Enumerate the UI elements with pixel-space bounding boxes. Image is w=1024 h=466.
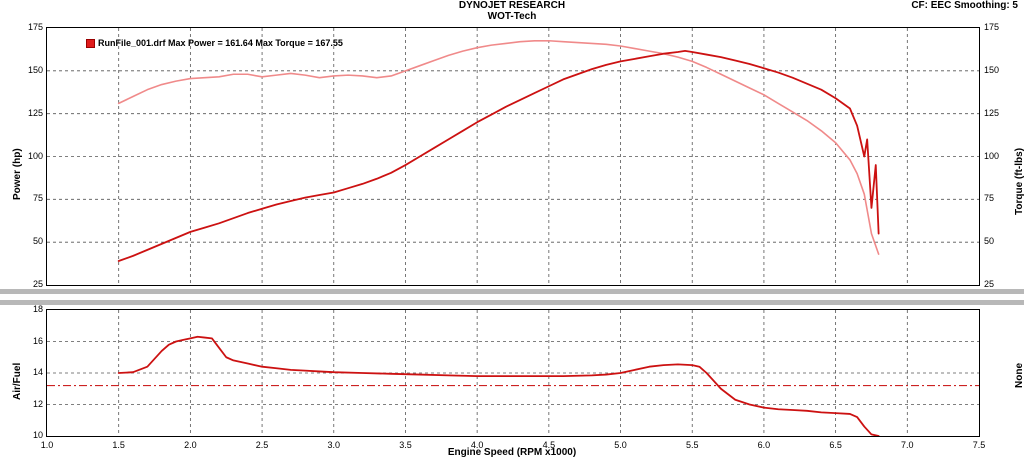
legend-color-swatch xyxy=(86,39,95,48)
ytick-power-100: 100 xyxy=(11,151,43,161)
xtick-1.5: 1.5 xyxy=(105,440,133,450)
panel-separator-bottom xyxy=(0,300,1024,305)
x-axis-title: Engine Speed (RPM x1000) xyxy=(0,447,1024,458)
ytick-torque-50: 50 xyxy=(984,236,1018,246)
dyno-chart-page: DYNOJET RESEARCH WOT-Tech CF: EEC Smooth… xyxy=(0,0,1024,466)
ytick-torque-75: 75 xyxy=(984,193,1018,203)
xtick-3.0: 3.0 xyxy=(320,440,348,450)
xtick-7.5: 7.5 xyxy=(965,440,993,450)
xtick-1.0: 1.0 xyxy=(33,440,61,450)
xtick-5.0: 5.0 xyxy=(607,440,635,450)
ytick-power-25: 25 xyxy=(11,279,43,289)
header-title-secondary: WOT-Tech xyxy=(0,11,1024,22)
series-legend: RunFile_001.drf Max Power = 161.64 Max T… xyxy=(86,38,343,48)
air-fuel-svg xyxy=(47,310,979,436)
ytick-afr-12: 12 xyxy=(11,399,43,409)
ytick-torque-125: 125 xyxy=(984,108,1018,118)
xtick-3.5: 3.5 xyxy=(391,440,419,450)
xtick-5.5: 5.5 xyxy=(678,440,706,450)
ytick-power-125: 125 xyxy=(11,108,43,118)
xtick-7.0: 7.0 xyxy=(893,440,921,450)
ytick-afr-16: 16 xyxy=(11,336,43,346)
ytick-afr-10: 10 xyxy=(11,430,43,440)
xtick-6.0: 6.0 xyxy=(750,440,778,450)
xtick-2.0: 2.0 xyxy=(176,440,204,450)
xtick-4.5: 4.5 xyxy=(535,440,563,450)
ytick-torque-175: 175 xyxy=(984,22,1018,32)
xtick-6.5: 6.5 xyxy=(822,440,850,450)
power-torque-plot xyxy=(46,27,980,286)
legend-label: RunFile_001.drf Max Power = 161.64 Max T… xyxy=(98,38,343,48)
ytick-power-50: 50 xyxy=(11,236,43,246)
air-fuel-plot xyxy=(46,309,980,437)
header-title-primary: DYNOJET RESEARCH xyxy=(0,0,1024,11)
panel-separator-top xyxy=(0,289,1024,294)
ytick-torque-25: 25 xyxy=(984,279,1018,289)
xtick-2.5: 2.5 xyxy=(248,440,276,450)
ytick-power-175: 175 xyxy=(11,22,43,32)
ytick-afr-14: 14 xyxy=(11,367,43,377)
ytick-torque-100: 100 xyxy=(984,151,1018,161)
header-settings-info: CF: EEC Smoothing: 5 xyxy=(911,0,1018,11)
xtick-4.0: 4.0 xyxy=(463,440,491,450)
ytick-power-150: 150 xyxy=(11,65,43,75)
power-torque-svg xyxy=(47,28,979,285)
none-axis-title: None xyxy=(1014,363,1024,388)
ytick-power-75: 75 xyxy=(11,193,43,203)
ytick-torque-150: 150 xyxy=(984,65,1018,75)
ytick-afr-18: 18 xyxy=(11,304,43,314)
